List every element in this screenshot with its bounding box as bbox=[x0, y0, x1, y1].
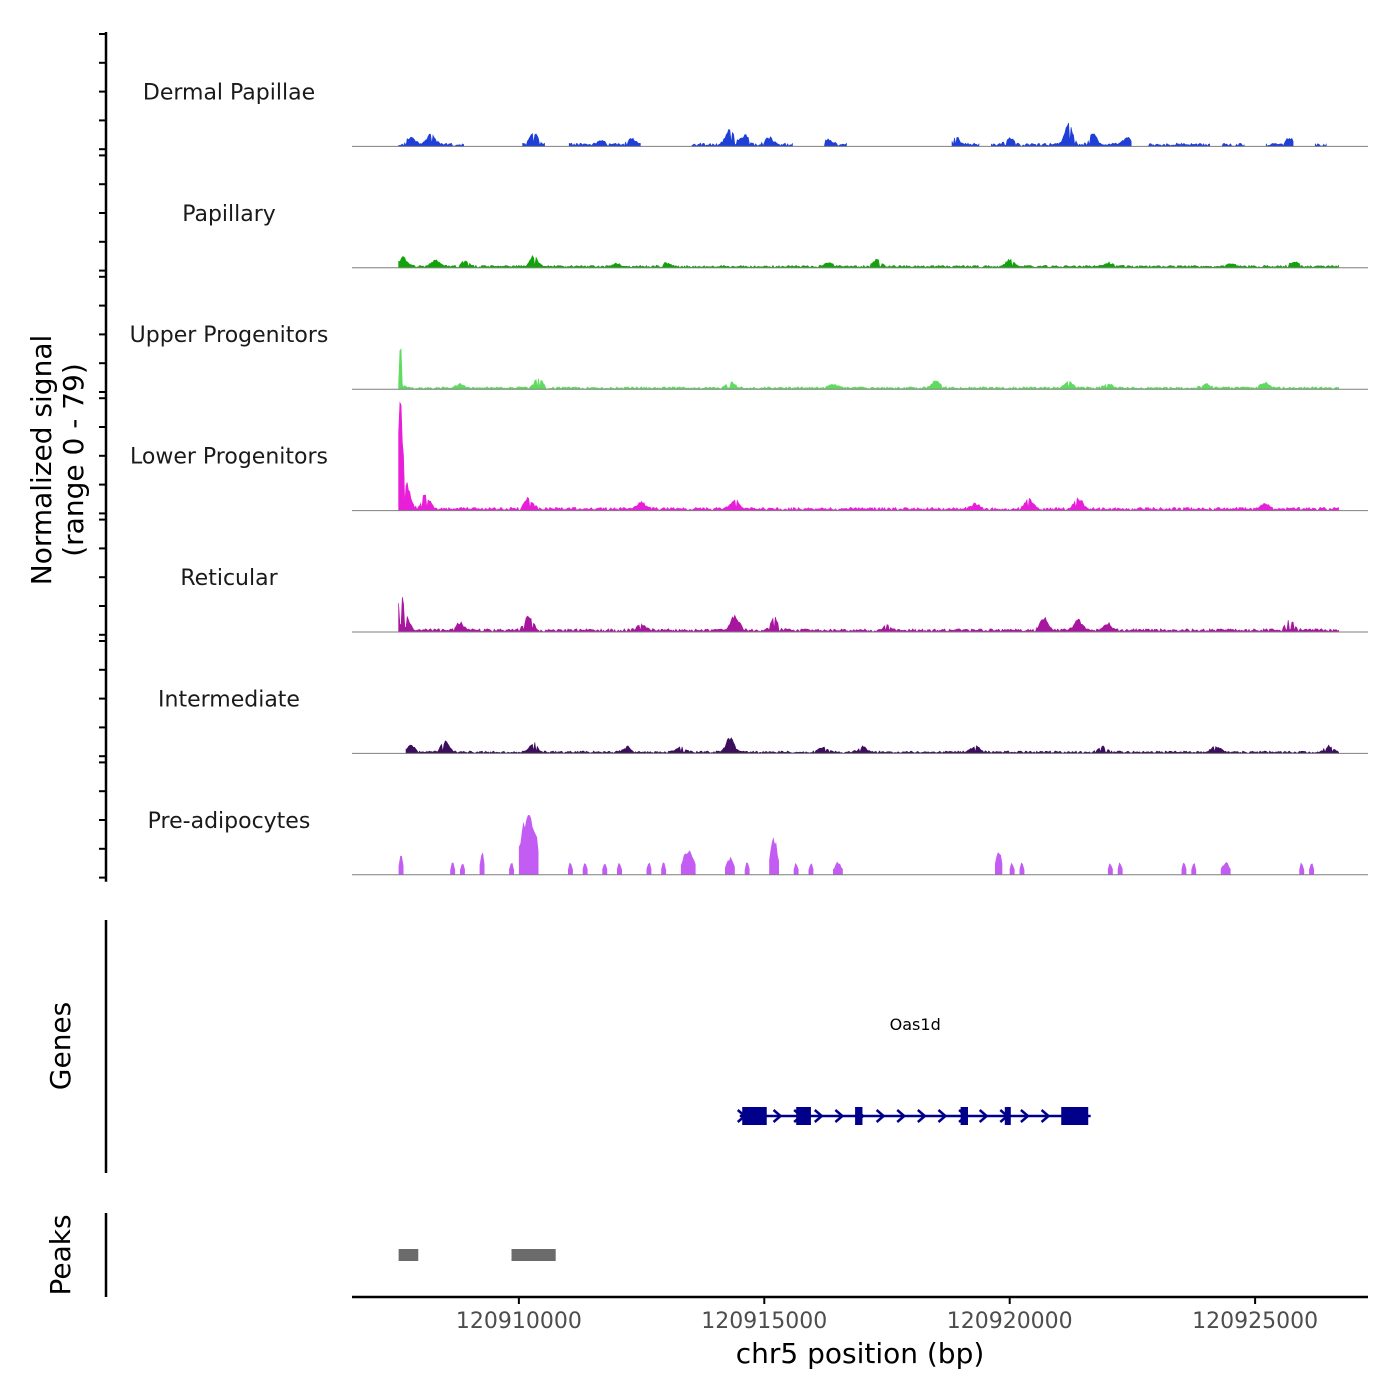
signal-block bbox=[725, 856, 735, 875]
signal-block bbox=[1009, 862, 1015, 875]
signal-block bbox=[617, 862, 622, 875]
signal-block bbox=[450, 862, 456, 875]
track-label: Upper Progenitors bbox=[130, 323, 329, 348]
signal-block bbox=[568, 862, 573, 875]
signal-block bbox=[1220, 862, 1231, 875]
x-tick-label: 120920000 bbox=[947, 1309, 1073, 1334]
genes-panel-title: Genes bbox=[44, 1002, 77, 1090]
signal-block bbox=[661, 862, 667, 875]
signal-block bbox=[1299, 862, 1305, 875]
track-papillary: Papillary bbox=[182, 202, 1368, 269]
signal-block bbox=[518, 814, 539, 875]
signal-block bbox=[509, 862, 514, 875]
track-dermal-papillae: Dermal Papillae bbox=[143, 80, 1368, 147]
signal-block bbox=[769, 837, 779, 875]
strand-arrow bbox=[1040, 1109, 1051, 1123]
signal-tracks: Dermal Papillae Papillary Upper Progenitor… bbox=[130, 80, 1368, 876]
strand-arrow bbox=[813, 1109, 824, 1123]
signal-block bbox=[995, 852, 1003, 875]
strand-arrow bbox=[1020, 1109, 1030, 1123]
peaks-panel-title: Peaks bbox=[44, 1214, 77, 1295]
gene-exon bbox=[855, 1107, 863, 1125]
signal-block bbox=[1019, 862, 1025, 875]
signal-block bbox=[1181, 862, 1187, 875]
gene-label: Oas1d bbox=[890, 1015, 941, 1034]
strand-arrow bbox=[896, 1109, 907, 1123]
signal-area bbox=[398, 401, 1339, 512]
gene-exon bbox=[742, 1107, 767, 1125]
strand-arrow bbox=[875, 1109, 886, 1123]
strand-arrow bbox=[917, 1109, 927, 1123]
signal-block bbox=[744, 862, 750, 875]
signal-block bbox=[833, 861, 843, 875]
x-axis: 120910000 120915000 120920000 120925000 bbox=[352, 1295, 1368, 1334]
signal-block bbox=[1107, 863, 1113, 875]
track-upper-progenitors: Upper Progenitors bbox=[130, 323, 1368, 390]
signal-area bbox=[398, 255, 1339, 269]
strand-arrow bbox=[834, 1109, 845, 1123]
signal-block bbox=[646, 862, 652, 875]
strand-arrow bbox=[978, 1109, 989, 1123]
signal-block bbox=[1191, 863, 1197, 875]
track-intermediate: Intermediate bbox=[158, 687, 1368, 754]
peak-region bbox=[511, 1249, 556, 1261]
gene-exon bbox=[796, 1107, 811, 1125]
signal-block bbox=[793, 862, 799, 875]
track-label: Pre-adipocytes bbox=[148, 809, 311, 834]
x-axis-title: chr5 position (bp) bbox=[736, 1337, 985, 1370]
strand-arrow bbox=[937, 1109, 948, 1123]
gene-exon bbox=[1004, 1107, 1011, 1125]
signal-y-axis bbox=[99, 32, 108, 882]
gene-track: Oas1d bbox=[736, 1015, 1091, 1125]
x-tick-label: 120925000 bbox=[1192, 1309, 1318, 1334]
gene-exon bbox=[960, 1107, 968, 1125]
signal-block bbox=[1309, 863, 1314, 875]
track-label: Intermediate bbox=[158, 687, 300, 712]
signal-area bbox=[398, 122, 1327, 147]
x-tick-label: 120915000 bbox=[701, 1309, 827, 1334]
signal-block bbox=[808, 863, 814, 875]
peak-track bbox=[398, 1249, 556, 1261]
signal-block bbox=[398, 855, 404, 875]
signal-block bbox=[1117, 862, 1123, 875]
x-tick-label: 120910000 bbox=[456, 1309, 582, 1334]
track-label: Lower Progenitors bbox=[130, 445, 328, 470]
signal-block bbox=[582, 863, 588, 875]
signal-block bbox=[602, 864, 608, 875]
signal-block bbox=[460, 863, 465, 875]
signal-block bbox=[479, 852, 485, 875]
strand-arrow bbox=[772, 1109, 783, 1123]
signal-area bbox=[405, 737, 1339, 754]
y-axis-title-line2: (range 0 - 79) bbox=[57, 363, 90, 557]
track-lower-progenitors: Lower Progenitors bbox=[130, 401, 1368, 512]
track-label: Dermal Papillae bbox=[143, 80, 315, 105]
track-label: Papillary bbox=[182, 202, 276, 227]
signal-area bbox=[398, 597, 1339, 633]
y-axis-title-line1: Normalized signal bbox=[25, 335, 58, 586]
peak-region bbox=[398, 1249, 419, 1261]
signal-block bbox=[680, 850, 696, 875]
track-reticular: Reticular bbox=[180, 566, 1368, 633]
gene-exon bbox=[1061, 1107, 1089, 1125]
track-label: Reticular bbox=[180, 566, 278, 591]
signal-area bbox=[398, 348, 1339, 390]
track-pre-adipocytes: Pre-adipocytes bbox=[148, 809, 1368, 876]
